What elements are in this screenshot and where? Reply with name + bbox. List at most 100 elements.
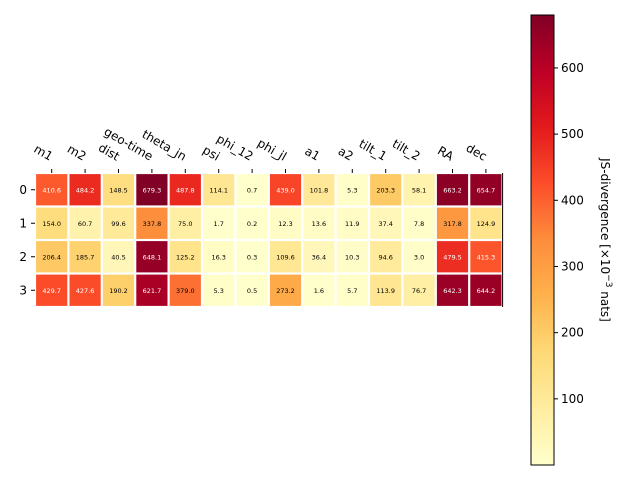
heatmap-cell: [436, 241, 469, 273]
heatmap-cell: [269, 241, 302, 273]
cell-value: 487.8: [176, 186, 195, 194]
heatmap-cell: [69, 174, 101, 206]
cell-value: 0.7: [247, 186, 257, 194]
heatmap-cell: [303, 207, 335, 239]
heatmap-cell: [403, 207, 435, 239]
heatmap-cell: [203, 241, 235, 273]
cell-value: 1.6: [314, 287, 324, 295]
cell-value: 154.0: [42, 220, 61, 228]
heatmap-cell: [36, 241, 68, 273]
heatmap-cell: [269, 174, 302, 206]
cell-value: 11.9: [345, 220, 359, 228]
cell-value: 654.7: [477, 186, 496, 194]
heatmap-cell: [169, 207, 201, 239]
cell-value: 206.4: [42, 253, 61, 261]
colorbar-tick-label: 600: [561, 61, 584, 75]
cell-value: 40.5: [111, 253, 125, 261]
heatmap-cell: [269, 274, 302, 306]
heatmap-cell: [203, 207, 235, 239]
cell-value: 3.0: [414, 253, 424, 261]
heatmap-cell: [470, 174, 502, 206]
cell-value: 5.3: [214, 287, 224, 295]
heatmap-cell: [69, 207, 101, 239]
cell-value: 484.2: [76, 186, 95, 194]
cell-value: 125.2: [176, 253, 195, 261]
cell-value: 663.2: [443, 186, 462, 194]
cell-value: 185.7: [76, 253, 95, 261]
cell-value: 113.9: [376, 287, 395, 295]
colorbar: 100 200 300 400 500 600 JS-divergence [×10−3 …: [530, 14, 613, 466]
heatmap-cell: [370, 174, 402, 206]
cell-value: 12.3: [278, 220, 292, 228]
cell-value: 317.8: [443, 220, 462, 228]
heatmap-cell: [403, 241, 435, 273]
cell-value: 379.0: [176, 287, 195, 295]
cell-value: 644.2: [477, 287, 496, 295]
heatmap-cell: [36, 174, 68, 206]
heatmap-cell: [102, 241, 135, 273]
heatmap-cell: [169, 174, 201, 206]
cell-value: 410.6: [42, 186, 61, 194]
cell-value: 99.6: [111, 220, 125, 228]
heatmap-cell: [370, 207, 402, 239]
heatmap-cell: [470, 241, 502, 273]
heatmap-cell: [136, 207, 168, 239]
heatmap-cell: [169, 274, 201, 306]
heatmap-cell: [102, 174, 135, 206]
heatmap-cell: [102, 274, 135, 306]
heatmap-cells: 410.6 484.2 148.5 679.3 487.8 114.1 0.7 439.0 10…: [36, 173, 504, 307]
column-label: phi_jl: [255, 136, 289, 164]
heatmap-cell: [69, 274, 101, 306]
cell-value: 124.9: [477, 220, 496, 228]
cell-value: 75.0: [178, 220, 192, 228]
heatmap-cell: [336, 241, 368, 273]
cell-value: 337.8: [143, 220, 162, 228]
cell-value: 0.3: [247, 253, 257, 261]
cell-value: 621.7: [143, 287, 162, 295]
cell-value: 13.6: [312, 220, 326, 228]
column-label: m1: [31, 142, 55, 164]
colorbar-label: JS-divergence [×10−3 nats]: [598, 157, 613, 322]
heatmap-cell: [236, 274, 268, 306]
column-label: a2: [336, 144, 356, 164]
heatmap-cell: [236, 174, 268, 206]
cell-value: 109.6: [276, 253, 295, 261]
column-label: RA: [435, 143, 457, 164]
heatmap-cell: [236, 207, 268, 239]
cell-value: 76.7: [412, 287, 426, 295]
heatmap-cell: [403, 274, 435, 306]
cell-value: 37.4: [378, 220, 392, 228]
heatmap-cell: [370, 241, 402, 273]
colorbar-tick-label: 400: [561, 193, 584, 207]
heatmap-cell: [36, 207, 68, 239]
heatmap-cell: [102, 207, 135, 239]
column-label: dec: [464, 141, 490, 164]
heatmap-cell: [436, 274, 469, 306]
heatmap-cell: [136, 174, 168, 206]
column-label: m2: [65, 142, 89, 164]
cell-value: 16.3: [211, 253, 225, 261]
heatmap-cell: [470, 207, 502, 239]
cell-value: 415.3: [477, 253, 496, 261]
heatmap-cell: [69, 241, 101, 273]
heatmap-cell: [303, 274, 335, 306]
cell-value: 439.0: [276, 186, 295, 194]
cell-value: 5.3: [347, 186, 357, 194]
heatmap-cell: [336, 274, 368, 306]
heatmap-cell: [36, 274, 68, 306]
heatmap-cell: [336, 174, 368, 206]
heatmap-cell: [269, 207, 302, 239]
cell-value: 679.3: [143, 186, 162, 194]
cell-value: 642.3: [443, 287, 462, 295]
cell-value: 60.7: [78, 220, 92, 228]
heatmap-cell: [236, 241, 268, 273]
heatmap-cell: [436, 207, 469, 239]
heatmap-cell: [136, 241, 168, 273]
heatmap-cell: [303, 174, 335, 206]
colorbar-gradient: [530, 14, 555, 466]
heatmap-cell: [403, 174, 435, 206]
column-label: tilt_1: [356, 137, 389, 164]
column-label: a1: [302, 144, 322, 164]
